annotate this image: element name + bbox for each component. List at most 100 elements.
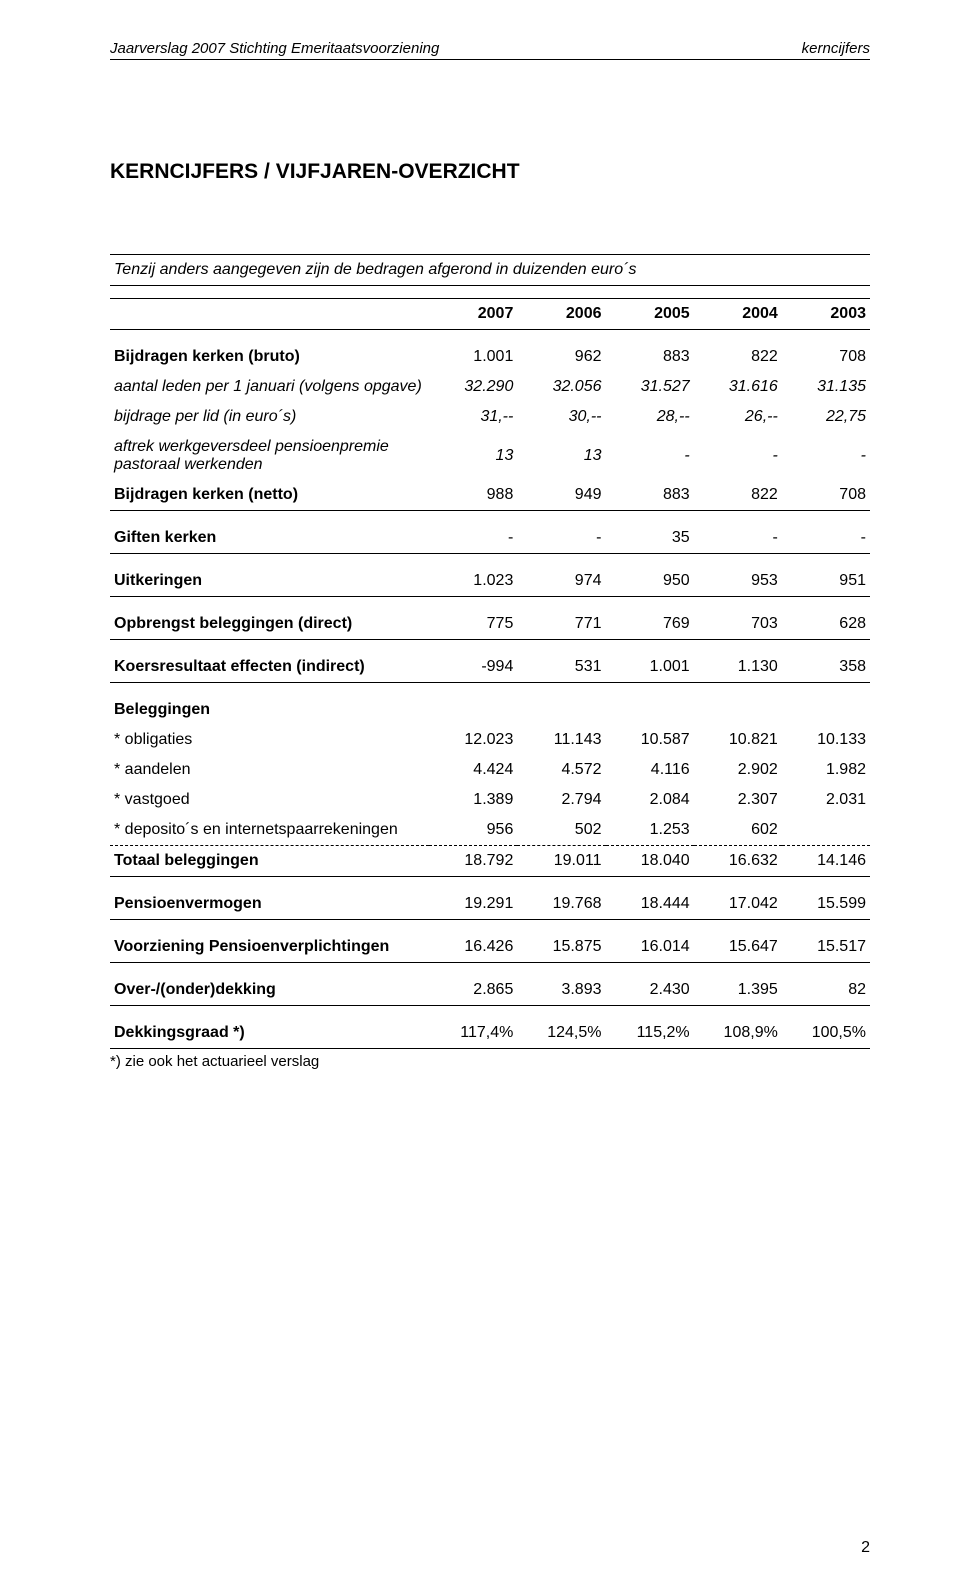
cell-value: 2.794 [517,785,605,815]
cell-value: 2.084 [606,785,694,815]
cell-value: 17.042 [694,889,782,920]
cell-value: - [429,523,517,554]
cell-value: 962 [517,342,605,372]
cell-value: 708 [782,342,870,372]
cell-value: 16.426 [429,932,517,963]
cell-value: 31.135 [782,372,870,402]
cell-value: 1.389 [429,785,517,815]
cell-value: 10.587 [606,725,694,755]
page-title: KERNCIJFERS / VIJFJAREN-OVERZICHT [110,160,870,184]
year-header-row: 2007 2006 2005 2004 2003 [110,299,870,330]
cell-value: 956 [429,815,517,846]
cell-value: 2.865 [429,975,517,1006]
cell-label: * deposito´s en internetspaarrekeningen [110,815,429,846]
row-vastgoed: * vastgoed 1.389 2.794 2.084 2.307 2.031 [110,785,870,815]
year-2004: 2004 [694,299,782,330]
cell-value: - [782,523,870,554]
cell-value: 31.616 [694,372,782,402]
cell-label: Over-/(onder)dekking [110,975,429,1006]
cell-value: 953 [694,566,782,597]
cell-value: 2.430 [606,975,694,1006]
row-pensioenvermogen: Pensioenvermogen 19.291 19.768 18.444 17… [110,889,870,920]
cell-value: 1.023 [429,566,517,597]
row-beleggingen-header: Beleggingen [110,695,870,725]
year-2003: 2003 [782,299,870,330]
cell-value: 4.424 [429,755,517,785]
year-2006: 2006 [517,299,605,330]
cell-value: 19.768 [517,889,605,920]
row-uitkeringen: Uitkeringen 1.023 974 950 953 951 [110,566,870,597]
cell-value: - [517,523,605,554]
cell-value: 19.011 [517,846,605,877]
cell-value: 775 [429,609,517,640]
cell-value: 3.893 [517,975,605,1006]
row-koersresultaat: Koersresultaat effecten (indirect) -994 … [110,652,870,683]
cell-value: 10.133 [782,725,870,755]
cell-label: Beleggingen [110,695,429,725]
cell-value: 531 [517,652,605,683]
page: Jaarverslag 2007 Stichting Emeritaatsvoo… [0,0,960,1587]
cell-value: 988 [429,480,517,511]
cell-value: 22,75 [782,402,870,432]
cell-label: Opbrengst beleggingen (direct) [110,609,429,640]
cell-value: 822 [694,342,782,372]
cell-value: 602 [694,815,782,846]
cell-value: 949 [517,480,605,511]
cell-value: 18.444 [606,889,694,920]
cell-value: 974 [517,566,605,597]
cell-value: 1.253 [606,815,694,846]
cell-value: 13 [517,432,605,480]
cell-label: bijdrage per lid (in euro´s) [110,402,429,432]
cell-label: Dekkingsgraad *) [110,1018,429,1049]
row-aandelen: * aandelen 4.424 4.572 4.116 2.902 1.982 [110,755,870,785]
row-deposito: * deposito´s en internetspaarrekeningen … [110,815,870,846]
cell-value: 11.143 [517,725,605,755]
row-opbrengst: Opbrengst beleggingen (direct) 775 771 7… [110,609,870,640]
cell-label: Pensioenvermogen [110,889,429,920]
cell-label: * vastgoed [110,785,429,815]
row-bijdragen-netto: Bijdragen kerken (netto) 988 949 883 822… [110,480,870,511]
cell-value: - [606,432,694,480]
cell-value: 883 [606,480,694,511]
cell-value: 769 [606,609,694,640]
cell-value: 1.982 [782,755,870,785]
cell-value: 502 [517,815,605,846]
intro-row: Tenzij anders aangegeven zijn de bedrage… [110,255,870,286]
cell-value: 951 [782,566,870,597]
header-left: Jaarverslag 2007 Stichting Emeritaatsvoo… [110,40,439,57]
cell-value: 31.527 [606,372,694,402]
cell-value: 708 [782,480,870,511]
row-giften: Giften kerken - - 35 - - [110,523,870,554]
cell-value: 15.517 [782,932,870,963]
cell-value: 1.395 [694,975,782,1006]
header-right: kerncijfers [802,40,870,57]
page-number: 2 [861,1539,870,1557]
cell-label: * obligaties [110,725,429,755]
cell-value: 124,5% [517,1018,605,1049]
cell-value: 15.875 [517,932,605,963]
row-bijdragen-bruto: Bijdragen kerken (bruto) 1.001 962 883 8… [110,342,870,372]
intro-text: Tenzij anders aangegeven zijn de bedrage… [110,255,870,286]
cell-value: 2.307 [694,785,782,815]
cell-value: 822 [694,480,782,511]
cell-value: 10.821 [694,725,782,755]
cell-value: 883 [606,342,694,372]
row-aftrek: aftrek werkgeversdeel pensioenpremie pas… [110,432,870,480]
cell-value: 32.056 [517,372,605,402]
row-aantal-leden: aantal leden per 1 januari (volgens opga… [110,372,870,402]
cell-value: 12.023 [429,725,517,755]
cell-value: - [694,432,782,480]
cell-value: 16.632 [694,846,782,877]
row-voorziening: Voorziening Pensioenverplichtingen 16.42… [110,932,870,963]
cell-label: Bijdragen kerken (bruto) [110,342,429,372]
cell-value: 32.290 [429,372,517,402]
cell-value: 18.792 [429,846,517,877]
cell-value: 26,-- [694,402,782,432]
cell-value: - [782,432,870,480]
row-over-onder: Over-/(onder)dekking 2.865 3.893 2.430 1… [110,975,870,1006]
row-dekkingsgraad: Dekkingsgraad *) 117,4% 124,5% 115,2% 10… [110,1018,870,1049]
cell-label: aftrek werkgeversdeel pensioenpremie pas… [110,432,429,480]
cell-value: 35 [606,523,694,554]
cell-value: 13 [429,432,517,480]
cell-value: 82 [782,975,870,1006]
